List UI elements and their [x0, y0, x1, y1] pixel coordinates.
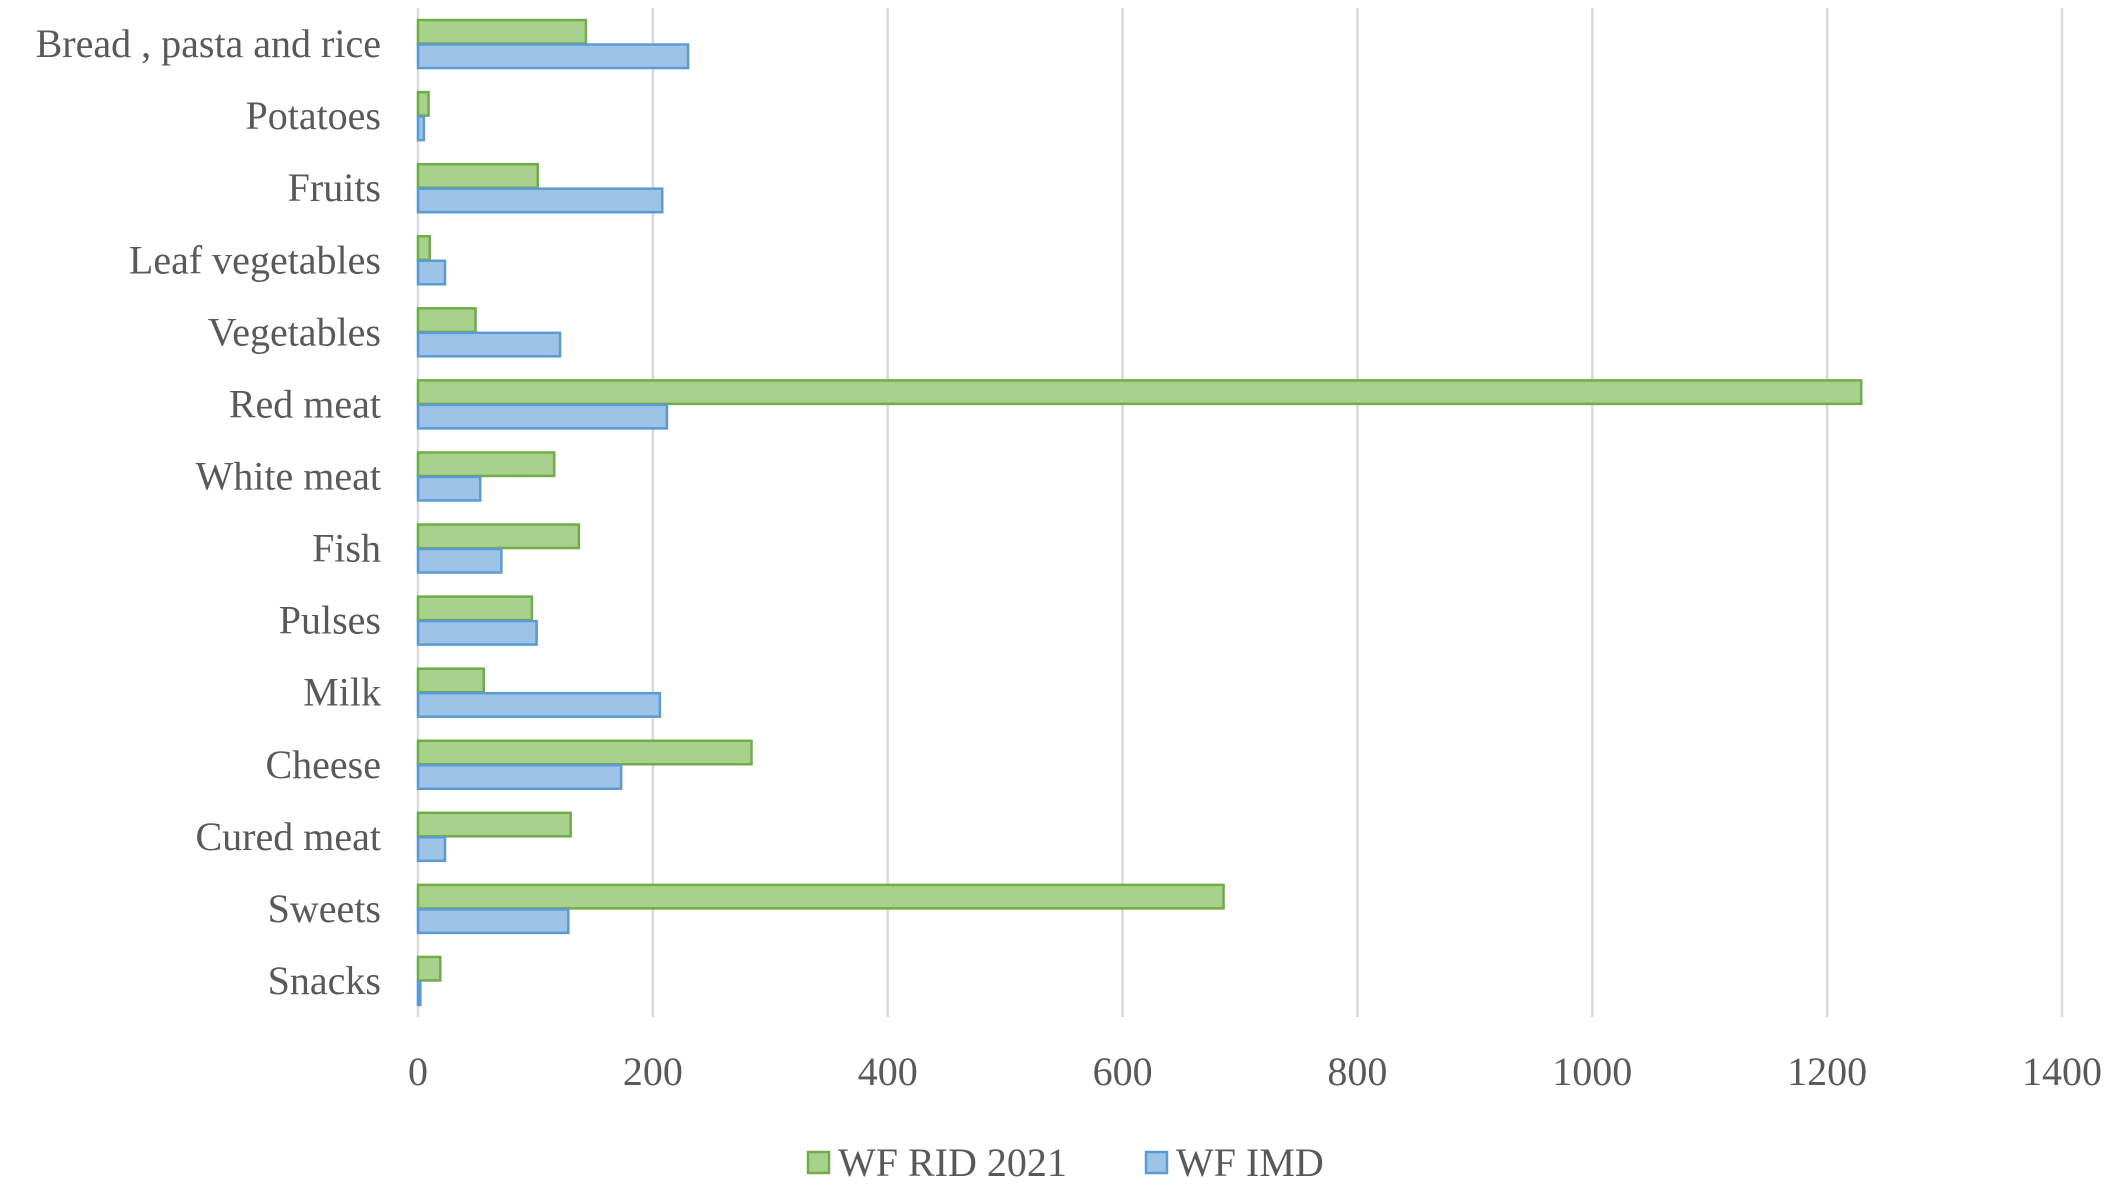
bar-wf-rid-2021: [416, 811, 572, 838]
bar-wf-imd: [416, 691, 662, 718]
bar-wf-rid-2021: [416, 451, 556, 478]
bar-wf-imd: [416, 43, 690, 70]
bar-wf-rid-2021: [416, 235, 431, 261]
bar-wf-imd: [416, 187, 664, 214]
category-label: Pulses: [279, 598, 381, 643]
category-label: Fruits: [288, 165, 381, 210]
x-tick-label: 1400: [2022, 1049, 2102, 1094]
bar-wf-imd: [416, 403, 669, 430]
legend-swatch: [1144, 1150, 1169, 1175]
category-label: Leaf vegetables: [129, 237, 381, 282]
legend: WF RID 2021 WF IMD: [806, 1140, 1324, 1185]
bar-wf-rid-2021: [416, 595, 534, 622]
legend-item-wf-rid-2021: WF RID 2021: [806, 1140, 1067, 1185]
bar-wf-rid-2021: [416, 90, 430, 117]
category-label: Potatoes: [245, 93, 381, 138]
x-tick-label: 0: [408, 1049, 428, 1094]
legend-item-wf-imd: WF IMD: [1144, 1140, 1324, 1185]
bar-wf-imd: [416, 619, 538, 646]
bar-wf-imd: [416, 331, 562, 358]
category-label: Fish: [312, 526, 381, 571]
bar-wf-rid-2021: [416, 379, 1863, 406]
category-label: Sweets: [268, 886, 381, 931]
bar-wf-imd: [416, 115, 426, 142]
bar-wf-imd: [416, 908, 570, 935]
category-label: White meat: [196, 453, 381, 498]
bar-wf-rid-2021: [416, 883, 1225, 910]
gridlines: [416, 8, 2064, 1017]
legend-label: WF RID 2021: [838, 1140, 1067, 1185]
category-label: Red meat: [229, 381, 381, 426]
legend-label: WF IMD: [1176, 1140, 1324, 1185]
bar-wf-rid-2021: [416, 18, 588, 45]
bar-wf-imd: [416, 547, 503, 574]
bar-wf-imd: [416, 764, 623, 790]
x-tick-label: 1000: [1552, 1049, 1632, 1094]
category-label: Cheese: [265, 742, 381, 787]
bar-wf-rid-2021: [416, 955, 442, 982]
category-label: Vegetables: [208, 309, 381, 354]
bar-wf-imd: [416, 980, 422, 1007]
x-tick-label: 200: [623, 1049, 683, 1094]
x-tick-label: 400: [858, 1049, 918, 1094]
legend-swatch: [806, 1150, 831, 1175]
bars: [416, 18, 1863, 1007]
category-label: Bread , pasta and rice: [36, 21, 381, 66]
x-tick-label: 1200: [1787, 1049, 1867, 1094]
bar-wf-imd: [416, 475, 482, 502]
bar-wf-rid-2021: [416, 162, 540, 189]
bar-wf-rid-2021: [416, 523, 581, 550]
x-tick-label: 800: [1327, 1049, 1387, 1094]
bar-wf-imd: [416, 259, 447, 286]
bar-wf-rid-2021: [416, 739, 753, 766]
bar-wf-rid-2021: [416, 307, 477, 334]
category-label: Snacks: [268, 958, 381, 1003]
x-tick-label: 600: [1093, 1049, 1153, 1094]
category-label: Milk: [303, 670, 381, 715]
category-label: Cured meat: [196, 814, 382, 859]
x-tick-labels: 0 200 400 600 800 1000 1200 1400: [408, 1049, 2102, 1094]
bar-wf-rid-2021: [416, 667, 486, 694]
bar-wf-imd: [416, 836, 447, 863]
category-labels: Bread , pasta and rice Potatoes Fruits Leaf…: [36, 21, 381, 1003]
